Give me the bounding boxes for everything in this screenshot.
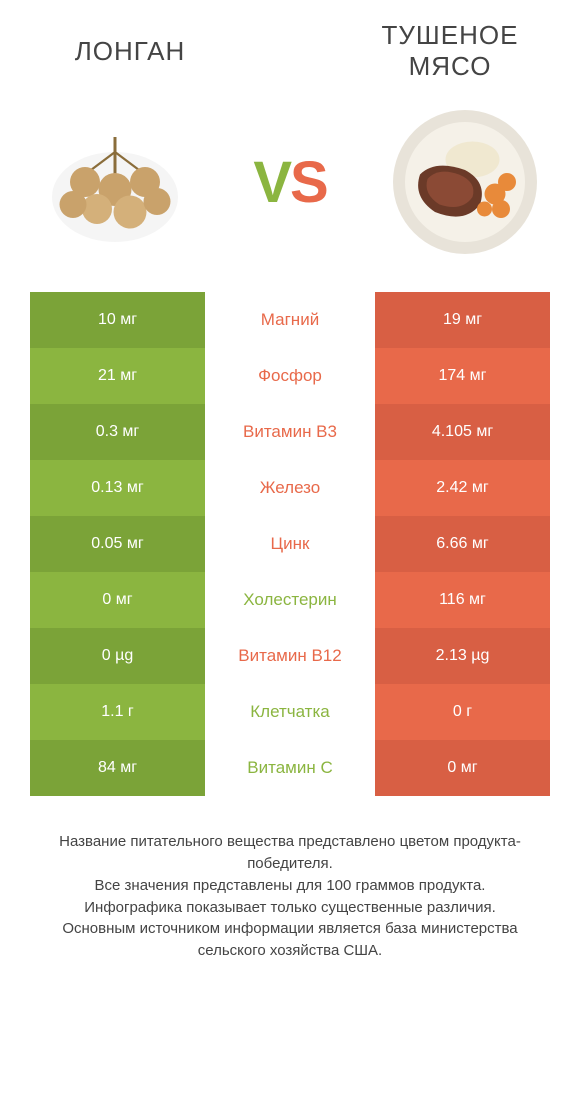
- product-left-title: ЛОНГАН: [30, 36, 230, 67]
- table-row: 0.13 мгЖелезо2.42 мг: [30, 460, 550, 516]
- footer-line-4: Основным источником информации является …: [35, 918, 545, 962]
- nutrient-name: Магний: [205, 292, 375, 348]
- footer-line-1: Название питательного вещества представл…: [35, 831, 545, 875]
- value-left: 0.05 мг: [30, 516, 205, 572]
- nutrient-name: Железо: [205, 460, 375, 516]
- value-left: 10 мг: [30, 292, 205, 348]
- vs-label: VS: [253, 149, 326, 216]
- value-left: 21 мг: [30, 348, 205, 404]
- meat-plate-icon: [390, 107, 540, 257]
- product-right-image: [390, 107, 540, 257]
- value-right: 0 г: [375, 684, 550, 740]
- value-left: 0 мг: [30, 572, 205, 628]
- value-right: 2.13 µg: [375, 628, 550, 684]
- table-row: 84 мгВитамин C0 мг: [30, 740, 550, 796]
- nutrient-name: Холестерин: [205, 572, 375, 628]
- infographic-container: ЛОНГАН ТУШЕНОЕ МЯСО VS: [0, 0, 580, 982]
- nutrient-name: Витамин B3: [205, 404, 375, 460]
- table-row: 10 мгМагний19 мг: [30, 292, 550, 348]
- nutrient-name: Витамин C: [205, 740, 375, 796]
- images-row: VS: [30, 107, 550, 257]
- table-row: 0 µgВитамин B122.13 µg: [30, 628, 550, 684]
- footer-line-3: Инфографика показывает только существенн…: [35, 897, 545, 919]
- value-left: 0.3 мг: [30, 404, 205, 460]
- value-right: 0 мг: [375, 740, 550, 796]
- nutrient-name: Фосфор: [205, 348, 375, 404]
- vs-s-letter: S: [290, 150, 327, 215]
- table-row: 0 мгХолестерин116 мг: [30, 572, 550, 628]
- footer-notes: Название питательного вещества представл…: [30, 831, 550, 962]
- value-right: 2.42 мг: [375, 460, 550, 516]
- nutrient-name: Клетчатка: [205, 684, 375, 740]
- value-left: 1.1 г: [30, 684, 205, 740]
- value-left: 0 µg: [30, 628, 205, 684]
- value-right: 19 мг: [375, 292, 550, 348]
- table-row: 21 мгФосфор174 мг: [30, 348, 550, 404]
- value-right: 4.105 мг: [375, 404, 550, 460]
- nutrient-name: Цинк: [205, 516, 375, 572]
- header-row: ЛОНГАН ТУШЕНОЕ МЯСО: [30, 20, 550, 82]
- table-row: 0.05 мгЦинк6.66 мг: [30, 516, 550, 572]
- longan-icon: [40, 107, 190, 257]
- vs-v-letter: V: [253, 150, 290, 215]
- value-right: 6.66 мг: [375, 516, 550, 572]
- value-left: 84 мг: [30, 740, 205, 796]
- value-right: 116 мг: [375, 572, 550, 628]
- footer-line-2: Все значения представлены для 100 граммо…: [35, 875, 545, 897]
- value-right: 174 мг: [375, 348, 550, 404]
- product-right-title: ТУШЕНОЕ МЯСО: [350, 20, 550, 82]
- nutrient-name: Витамин B12: [205, 628, 375, 684]
- table-row: 1.1 гКлетчатка0 г: [30, 684, 550, 740]
- table-row: 0.3 мгВитамин B34.105 мг: [30, 404, 550, 460]
- product-left-image: [40, 107, 190, 257]
- nutrient-table: 10 мгМагний19 мг21 мгФосфор174 мг0.3 мгВ…: [30, 292, 550, 796]
- value-left: 0.13 мг: [30, 460, 205, 516]
